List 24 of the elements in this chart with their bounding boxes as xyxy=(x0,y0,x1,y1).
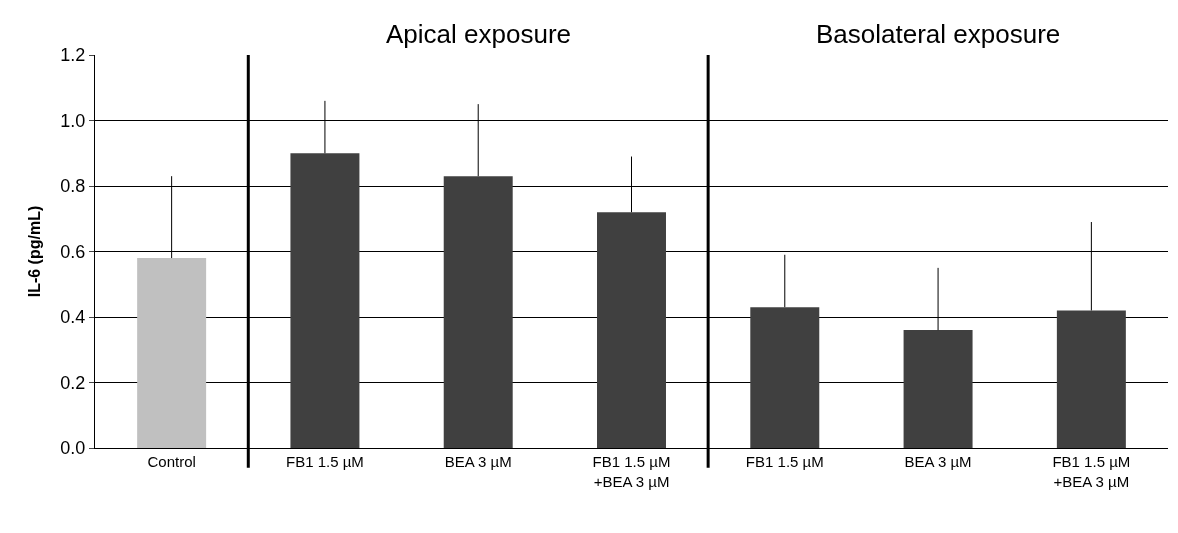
text: Apical exposure xyxy=(386,19,571,49)
x-tick-label: Control xyxy=(147,453,196,470)
x-tick-label: BEA 3 µM xyxy=(444,453,512,470)
x-tick-label: FB1 1.5 µM xyxy=(745,453,824,470)
text: Basolateral exposure xyxy=(816,19,1061,49)
y-tick-label: 0.0 xyxy=(60,438,86,459)
y-tick-label: 0.4 xyxy=(60,307,86,328)
bar xyxy=(750,307,820,448)
y-tick-label: 0.8 xyxy=(60,176,86,197)
x-tick-label: FB1 1.5 µM +BEA 3 µM xyxy=(592,453,671,490)
bar xyxy=(443,176,513,448)
bar xyxy=(137,258,207,448)
y-tick-label: 1.0 xyxy=(60,110,86,131)
bar xyxy=(290,153,360,448)
bar xyxy=(1056,310,1126,448)
bar xyxy=(597,212,666,448)
x-tick-label: BEA 3 µM xyxy=(904,453,972,470)
bar xyxy=(903,330,973,448)
y-tick-label: 0.6 xyxy=(60,241,86,262)
x-tick-label: FB1 1.5 µM +BEA 3 µM xyxy=(1052,453,1131,490)
x-tick-label: FB1 1.5 µM xyxy=(286,453,364,470)
y-tick-label: 0.2 xyxy=(60,372,86,393)
y-axis-title: IL-6 (pg/mL) xyxy=(26,205,44,298)
y-tick-label: 1.2 xyxy=(60,45,86,66)
